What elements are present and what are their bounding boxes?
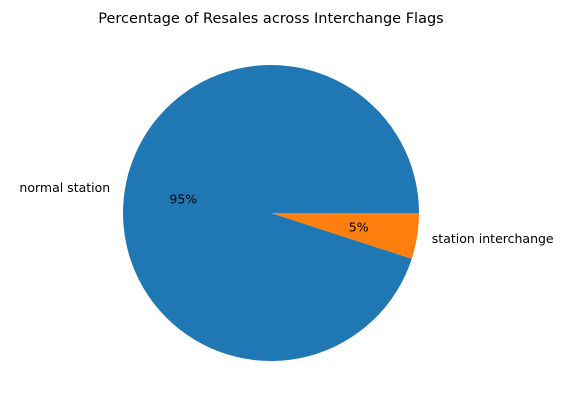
pie-labels: normal station 95% station interchange 5% [19, 180, 554, 246]
slice-percentage-label: 95% [169, 192, 197, 207]
slice-percentage-label: 5% [349, 219, 369, 234]
pie-slices [123, 65, 419, 362]
pie-slice-station-interchange [271, 213, 419, 259]
pie-slice-normal-station [123, 65, 419, 362]
chart-title: Percentage of Resales across Interchange… [98, 11, 443, 27]
slice-label: normal station [19, 180, 110, 195]
slice-label: station interchange [432, 231, 554, 246]
